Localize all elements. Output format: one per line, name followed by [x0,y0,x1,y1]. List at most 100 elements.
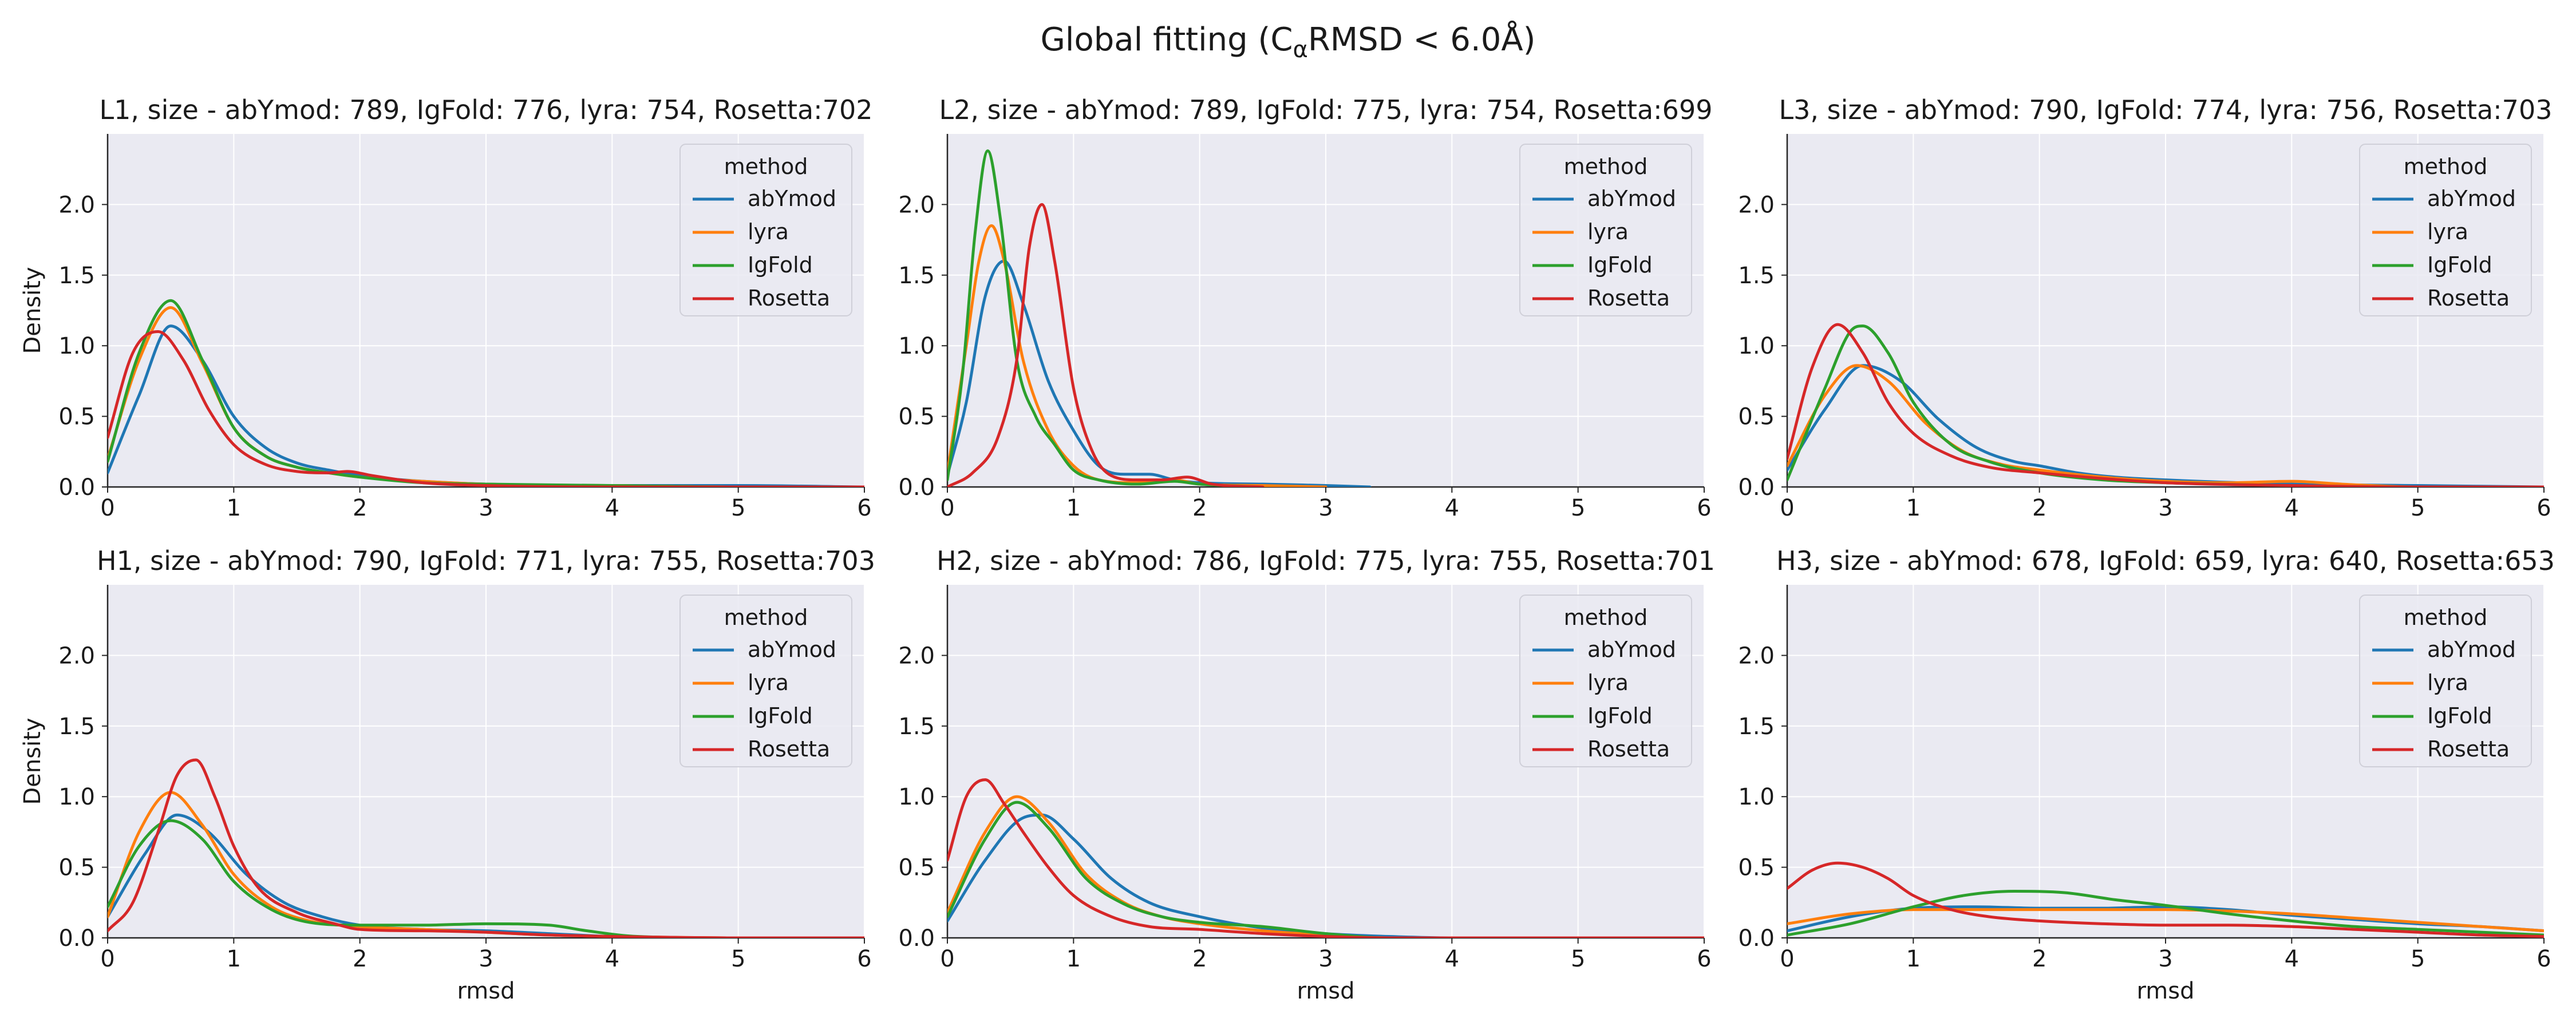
y-tick-label: 2.0 [1738,192,1775,218]
x-tick-label: 4 [605,946,619,972]
series-line-rosetta [1787,861,2544,938]
x-tick-label: 3 [479,946,493,972]
chart-panel-2: 0 1 2 3 4 5 6 0.0 0.5 1.0 1.5 2.0 L2, size - abYmod:… [898,94,1712,521]
legend-entry-igfold: IgFold [1587,703,1653,728]
series-line-rosetta [1787,323,2544,487]
legend: method abYmod lyra IgFold Rosetta [2359,595,2532,767]
y-axis-label: Density [19,267,46,354]
panel-title: L2, size - abYmod: 789, IgFold: 775, lyr… [939,94,1713,125]
panel-title: H2, size - abYmod: 786, IgFold: 775, lyr… [937,545,1715,576]
y-tick-label: 2.0 [898,643,935,669]
y-tick-label: 1.0 [58,333,95,359]
y-tick-label: 0.0 [898,474,935,501]
y-tick-label: 0.5 [58,404,95,430]
y-tick-label: 1.0 [1738,784,1775,810]
figure-title: Global fitting (CαRMSD < 6.0Å) [1041,21,1536,63]
y-tick-label: 2.0 [898,192,935,218]
panel-title: L3, size - abYmod: 790, IgFold: 774, lyr… [1779,94,2553,125]
y-tick-label: 2.0 [58,643,95,669]
y-tick-label: 0.5 [1738,404,1775,430]
figure-title-main: Global fitting (C [1041,21,1293,58]
legend-entry-rosetta: Rosetta [2427,736,2510,762]
x-tick-label: 2 [353,946,367,972]
x-tick-label: 0 [1780,495,1794,521]
y-tick-label: 1.5 [898,263,935,289]
x-tick-label: 3 [1318,946,1333,972]
y-tick-label: 0.0 [1738,925,1775,952]
legend-entry-lyra: lyra [2427,670,2468,695]
y-tick-label: 0.5 [898,855,935,881]
y-tick-label: 1.0 [898,784,935,810]
x-tick-label: 2 [1192,495,1207,521]
x-tick-label: 4 [2285,946,2299,972]
x-tick-label: 0 [940,946,954,972]
series-line-igfold [947,149,1265,487]
legend-title: method [1564,154,1648,179]
legend-box [2359,144,2532,316]
y-tick-label: 1.0 [58,784,95,810]
x-tick-label: 0 [1780,946,1794,972]
legend-entry-abymod: abYmod [1587,186,1676,211]
panel-title: H1, size - abYmod: 790, IgFold: 771, lyr… [97,545,875,576]
series-curves [947,778,1704,938]
legend-entry-rosetta: Rosetta [748,286,830,311]
series-line-igfold [947,801,1704,938]
panel-title: H3, size - abYmod: 678, IgFold: 659, lyr… [1776,545,2555,576]
legend-entry-igfold: IgFold [2427,252,2492,278]
legend-entry-lyra: lyra [748,219,789,244]
y-tick-label: 1.5 [1738,263,1775,289]
x-tick-label: 6 [2537,495,2551,521]
legend: method abYmod lyra IgFold Rosetta [679,595,852,767]
legend-entry-abymod: abYmod [748,637,836,662]
series-curves [108,299,864,487]
x-tick-label: 3 [1318,495,1333,521]
series-line-rosetta [108,758,864,938]
panels: 0 1 2 3 4 5 6 0.0 0.5 1.0 1.5 2.0 L1, size - abYmod:… [19,94,2555,1004]
legend-entry-rosetta: Rosetta [1587,736,1670,762]
series-curves [947,149,1372,487]
x-tick-label: 5 [2411,946,2425,972]
legend-entry-lyra: lyra [2427,219,2468,244]
x-tick-label: 2 [1192,946,1207,972]
legend-entry-igfold: IgFold [748,703,813,728]
chart-panel-1: 0 1 2 3 4 5 6 0.0 0.5 1.0 1.5 2.0 L1, size - abYmod:… [19,94,872,521]
series-line-lyra [1787,364,2544,487]
x-tick-label: 0 [100,946,114,972]
x-tick-label: 6 [1697,946,1711,972]
x-tick-label: 0 [100,495,114,521]
legend-entry-lyra: lyra [1587,219,1629,244]
x-tick-label: 1 [1066,495,1081,521]
legend-box [679,595,852,767]
legend-entry-rosetta: Rosetta [2427,286,2510,311]
x-tick-label: 1 [227,495,241,521]
y-tick-label: 1.0 [898,333,935,359]
y-tick-label: 1.5 [1738,714,1775,740]
legend-entry-abymod: abYmod [2427,637,2516,662]
x-tick-label: 5 [731,946,745,972]
x-tick-label: 4 [605,495,619,521]
legend-entry-igfold: IgFold [1587,252,1653,278]
series-line-lyra [1787,908,2544,933]
legend-entry-igfold: IgFold [2427,703,2492,728]
x-tick-label: 1 [227,946,241,972]
y-tick-label: 2.0 [58,192,95,218]
x-tick-label: 2 [2032,946,2046,972]
x-tick-label: 6 [2537,946,2551,972]
legend-entry-igfold: IgFold [748,252,813,278]
x-tick-label: 5 [731,495,745,521]
y-axis-label: Density [19,718,46,805]
x-tick-label: 5 [1571,495,1585,521]
y-tick-label: 0.5 [898,404,935,430]
y-tick-label: 0.5 [1738,855,1775,881]
series-line-rosetta [108,330,864,487]
x-tick-label: 1 [1906,946,1921,972]
legend: method abYmod lyra IgFold Rosetta [2359,144,2532,316]
legend-box [1519,595,1692,767]
legend-box [2359,595,2532,767]
legend-entry-abymod: abYmod [748,186,836,211]
x-tick-label: 1 [1906,495,1921,521]
y-tick-label: 1.0 [1738,333,1775,359]
series-curves [1787,861,2544,938]
chart-panel-3: 0 1 2 3 4 5 6 0.0 0.5 1.0 1.5 2.0 L3, size - abYmod:… [1738,94,2552,521]
x-tick-label: 5 [1571,946,1585,972]
